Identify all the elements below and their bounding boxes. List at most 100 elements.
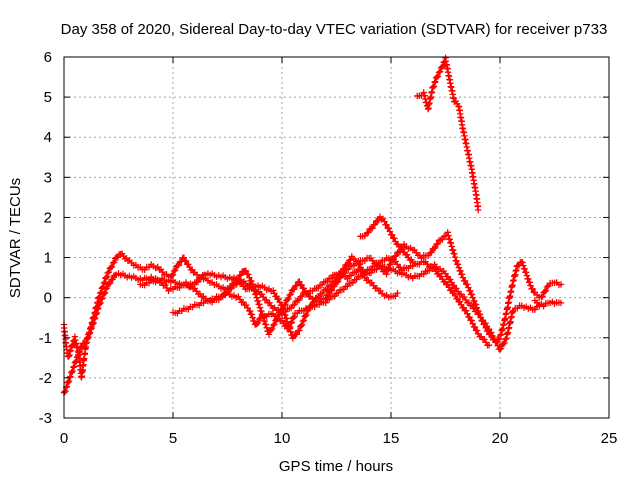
- data-point: [175, 262, 182, 269]
- data-point: [228, 285, 235, 292]
- data-point: [299, 317, 307, 325]
- y-tick-label: -1: [39, 330, 52, 347]
- data-point: [291, 286, 298, 293]
- data-point: [324, 286, 331, 293]
- data-point: [381, 218, 388, 225]
- data-point: [458, 271, 466, 278]
- data-point: [242, 267, 250, 275]
- data-point: [291, 301, 298, 308]
- data-point: [282, 301, 289, 308]
- data-point: [286, 324, 293, 331]
- data-point: [296, 278, 303, 285]
- data-point: [450, 289, 458, 297]
- y-tick-label: 6: [44, 49, 52, 66]
- data-point: [87, 326, 94, 333]
- data-point: [237, 271, 245, 279]
- data-point: [298, 321, 306, 329]
- data-point: [438, 63, 446, 71]
- data-point: [99, 295, 106, 302]
- data-point: [394, 289, 401, 297]
- y-tick-label: 0: [44, 290, 52, 307]
- data-point: [557, 299, 565, 307]
- plot-frame: [63, 56, 610, 419]
- data-point: [106, 280, 114, 287]
- data-point: [76, 347, 84, 355]
- data-point: [65, 377, 73, 385]
- x-tick-label: 5: [169, 430, 177, 447]
- data-point: [63, 383, 71, 390]
- series-track-f: [414, 54, 482, 214]
- data-point: [262, 321, 270, 328]
- series-track-e: [357, 213, 416, 266]
- data-point: [74, 353, 81, 360]
- data-point: [543, 283, 551, 291]
- data-point: [103, 273, 111, 280]
- data-point: [298, 322, 305, 329]
- data-point: [67, 373, 74, 380]
- data-point: [103, 285, 110, 292]
- data-point: [501, 339, 508, 347]
- data-point: [434, 240, 441, 247]
- data-point: [295, 296, 303, 304]
- data-point: [482, 320, 489, 327]
- data-point: [109, 276, 116, 283]
- data-point: [485, 326, 493, 333]
- data-point: [265, 331, 273, 338]
- data-point: [194, 278, 202, 286]
- data-point: [287, 323, 294, 331]
- data-point: [90, 319, 97, 327]
- gridlines: [64, 57, 609, 418]
- data-point: [170, 267, 178, 275]
- data-point: [84, 335, 91, 342]
- data-point: [73, 357, 80, 365]
- data-point: [114, 254, 121, 261]
- data-series: [60, 54, 565, 396]
- y-tick-label: 1: [44, 250, 52, 267]
- data-point: [432, 244, 439, 252]
- data-point: [185, 261, 192, 268]
- data-point: [318, 290, 326, 297]
- data-point: [328, 287, 335, 294]
- data-point: [278, 301, 286, 309]
- data-point: [466, 313, 473, 321]
- data-point: [96, 300, 103, 307]
- data-point: [493, 339, 500, 346]
- data-point: [448, 243, 455, 250]
- data-point: [65, 378, 72, 386]
- data-point: [385, 225, 392, 232]
- data-point: [91, 315, 98, 323]
- data-point: [85, 330, 93, 337]
- data-point: [464, 310, 471, 317]
- data-point: [386, 261, 393, 269]
- x-axis-label: GPS time / hours: [279, 458, 393, 475]
- data-point: [527, 282, 534, 289]
- data-point: [76, 348, 83, 355]
- data-point: [270, 321, 277, 329]
- data-point: [467, 287, 474, 295]
- data-point: [435, 69, 443, 76]
- data-point: [263, 324, 270, 331]
- data-point: [104, 269, 111, 277]
- data-point: [393, 252, 400, 259]
- data-point: [168, 272, 176, 279]
- data-point: [430, 83, 438, 90]
- data-point: [172, 267, 179, 274]
- data-point: [253, 320, 261, 327]
- data-point: [93, 309, 101, 317]
- data-point: [285, 295, 292, 303]
- data-point: [523, 269, 530, 276]
- data-point: [246, 274, 253, 281]
- data-point: [447, 276, 454, 283]
- data-point: [449, 247, 457, 254]
- data-point: [473, 327, 481, 334]
- data-point: [293, 331, 300, 338]
- series-track-c: [137, 261, 543, 353]
- data-point: [489, 332, 496, 339]
- data-point: [254, 319, 262, 327]
- data-point: [428, 249, 435, 256]
- data-point: [453, 257, 460, 265]
- y-tick-label: -2: [39, 370, 52, 387]
- data-point: [289, 335, 297, 342]
- data-point: [437, 273, 445, 280]
